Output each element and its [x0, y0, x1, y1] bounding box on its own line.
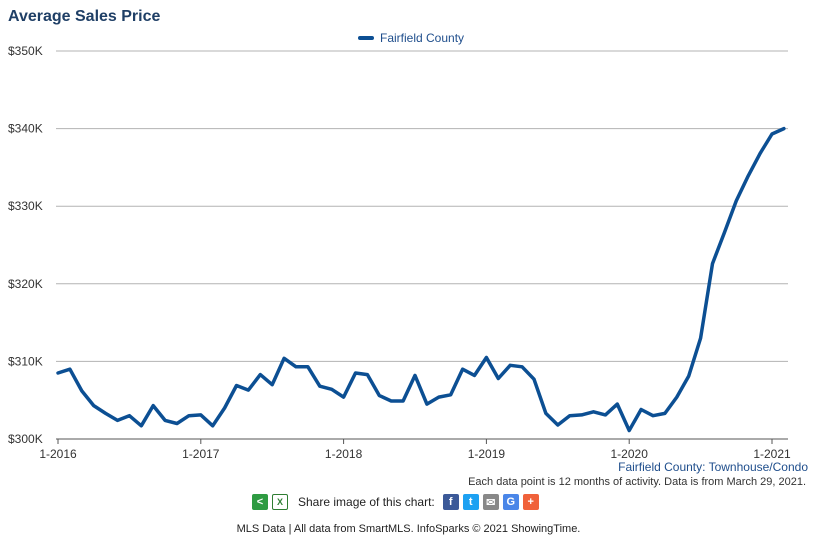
twitter-icon[interactable]: t [462, 494, 479, 510]
footer: MLS Data | All data from SmartMLS. InfoS… [236, 523, 581, 535]
y-tick-label: $330K [8, 199, 43, 213]
y-tick-label: $320K [8, 277, 43, 291]
chart-title: Average Sales Price [8, 8, 161, 25]
facebook-icon[interactable]: f [442, 494, 459, 510]
x-tick-label: 1-2019 [468, 447, 506, 461]
legend[interactable]: Fairfield County [358, 31, 464, 45]
x-tick-label: 1-2017 [182, 447, 220, 461]
share-label: Share image of this chart: [298, 495, 435, 509]
x-tick-label: 1-2020 [611, 447, 649, 461]
chart-subtitle: Fairfield County: Townhouse/Condo [618, 460, 808, 474]
share-icon[interactable]: < [252, 494, 268, 510]
x-tick-label: 1-2021 [753, 447, 791, 461]
y-tick-label: $310K [8, 354, 43, 368]
line-chart: $300K$310K$320K$330K$340K$350K 1-2016 1-2… [8, 44, 791, 461]
series-line-fairfield-county [56, 126, 786, 433]
y-tick-label: $340K [8, 122, 43, 136]
x-tick-label: 1-2016 [39, 447, 77, 461]
google-icon[interactable]: G [502, 494, 519, 510]
y-tick-label: $300K [8, 432, 43, 446]
grid-lines [56, 50, 788, 440]
legend-swatch [358, 36, 374, 40]
excel-icon[interactable]: X [272, 494, 288, 510]
legend-label: Fairfield County [380, 31, 465, 45]
plus-icon[interactable]: + [522, 494, 539, 510]
y-tick-label: $350K [8, 44, 43, 58]
share-bar: < X Share image of this chart: f t ✉ G + [252, 494, 543, 510]
data-note: Each data point is 12 months of activity… [468, 476, 806, 488]
x-tick-label: 1-2018 [325, 447, 363, 461]
email-icon[interactable]: ✉ [482, 494, 499, 510]
x-axis: 1-2016 1-2017 1-2018 1-2019 1-2020 1-2021 [39, 439, 791, 461]
y-axis: $300K $310K $320K $330K $340K $350K [8, 44, 43, 446]
